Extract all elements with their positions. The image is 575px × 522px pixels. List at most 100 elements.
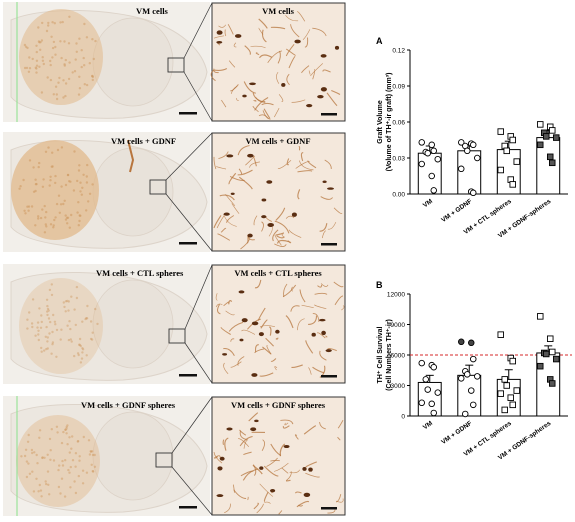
stain-dot: [69, 465, 73, 469]
stain-dot: [93, 465, 97, 468]
micrograph-panel-1: VM cells VM cells: [3, 2, 346, 122]
stain-dot: [43, 204, 46, 208]
neurite: [224, 437, 229, 451]
inset-2: VM cells + GDNF: [211, 132, 346, 252]
neurite: [217, 303, 221, 315]
stain-dot: [75, 42, 78, 45]
neurite: [294, 434, 299, 440]
graft-box-2: [149, 179, 167, 195]
stain-dot: [24, 448, 28, 451]
micrograph-svg-1: VM cells VM cells: [3, 2, 346, 122]
neurite: [240, 470, 254, 477]
stain-dot: [45, 29, 49, 33]
stain-dot: [62, 96, 65, 99]
stain-dot: [34, 189, 37, 193]
neurite: [273, 107, 280, 118]
neurite: [272, 229, 279, 242]
stain-dot: [64, 183, 68, 187]
th-neuron: [321, 330, 326, 336]
stain-dot: [36, 326, 39, 329]
neurite: [308, 367, 312, 375]
inset-frame-3: [211, 264, 346, 384]
stain-dot: [49, 449, 52, 452]
stain-dot: [27, 433, 30, 437]
stain-dot: [35, 64, 39, 67]
stain-dot: [70, 447, 73, 450]
chart-b: B 0 3000 6000 9000 12000 TH⁺ Cell Survival (Cel…: [368, 270, 575, 500]
stain-dot: [61, 20, 64, 24]
stain-dot: [87, 439, 91, 442]
stain-dot: [78, 343, 81, 346]
neurite: [243, 451, 252, 456]
neurite: [213, 452, 223, 464]
neurite: [288, 229, 302, 238]
stain-dot: [51, 341, 55, 344]
needle-track: [127, 139, 135, 173]
neurite: [274, 235, 282, 246]
neurite: [324, 159, 332, 170]
neurite: [218, 151, 229, 159]
scale-bar-inset-4: [321, 507, 337, 510]
stain-dot: [35, 44, 38, 47]
neurite: [225, 194, 236, 207]
neurite: [230, 361, 242, 368]
chart-b-ylabel-line2: (Cell Numbers TH⁺-ir): [386, 319, 393, 391]
stain-dot: [81, 482, 85, 485]
th-neuron: [251, 321, 259, 326]
stain-dot: [78, 164, 81, 167]
stain-dot: [70, 295, 73, 298]
neurite: [240, 238, 251, 250]
stain-dot: [85, 317, 89, 320]
chart-b-ytick-label: 3000: [391, 383, 406, 390]
chart-b-ytick-label: 6000: [391, 353, 406, 360]
stain-dot: [77, 93, 81, 96]
striatum-texture-2: [18, 146, 94, 234]
neurite: [228, 299, 233, 305]
neurite: [249, 161, 260, 168]
inset-fibers-1: [210, 11, 341, 120]
neurite: [290, 305, 300, 312]
neurite: [297, 11, 306, 22]
stain-dot: [31, 470, 34, 473]
neurite: [319, 350, 327, 361]
neurite: [308, 70, 311, 75]
midbrain-region-4: [92, 411, 174, 501]
stain-dot: [46, 313, 49, 317]
neurite: [253, 99, 257, 102]
stain-dot: [87, 200, 90, 203]
chart-b-point: [513, 387, 520, 394]
neurite: [237, 169, 253, 176]
stain-dot: [76, 440, 80, 443]
chart-b-bar-4: [536, 352, 561, 417]
stain-dot: [68, 226, 72, 229]
stain-dot: [43, 456, 46, 459]
neurite: [295, 161, 310, 169]
micrograph-panel-2: VM cells + GDNF VM cells + GDNF: [3, 132, 346, 252]
micrograph-svg-2: VM cells + GDNF VM cells + GDNF: [3, 132, 346, 252]
chart-a-point: [418, 160, 426, 168]
stain-dot: [65, 427, 68, 430]
neurite: [325, 335, 328, 338]
chart-a-ylabel-line1: Graft Volume: [377, 100, 384, 144]
stain-dot: [61, 459, 64, 463]
stain-dot: [67, 300, 71, 303]
neurite: [288, 55, 296, 69]
neurite: [222, 439, 225, 445]
stain-dot: [47, 146, 50, 149]
stain-dot: [40, 39, 44, 42]
stain-dot: [83, 22, 86, 26]
neurite: [238, 438, 250, 448]
neurite: [254, 97, 269, 111]
stain-dot: [83, 64, 86, 67]
stain-dot: [50, 428, 53, 431]
neurite: [286, 48, 296, 56]
neurite: [314, 304, 327, 310]
stain-dot: [64, 300, 68, 303]
stain-dot: [62, 79, 65, 82]
stain-dot: [41, 208, 44, 211]
stain-dot: [54, 216, 57, 219]
stain-dot: [45, 347, 48, 351]
micrograph-svg-3: VM cells + CTL spheres VM cells + CTL sph…: [3, 264, 346, 384]
stain-dot: [62, 301, 65, 304]
stain-dot: [78, 459, 81, 462]
